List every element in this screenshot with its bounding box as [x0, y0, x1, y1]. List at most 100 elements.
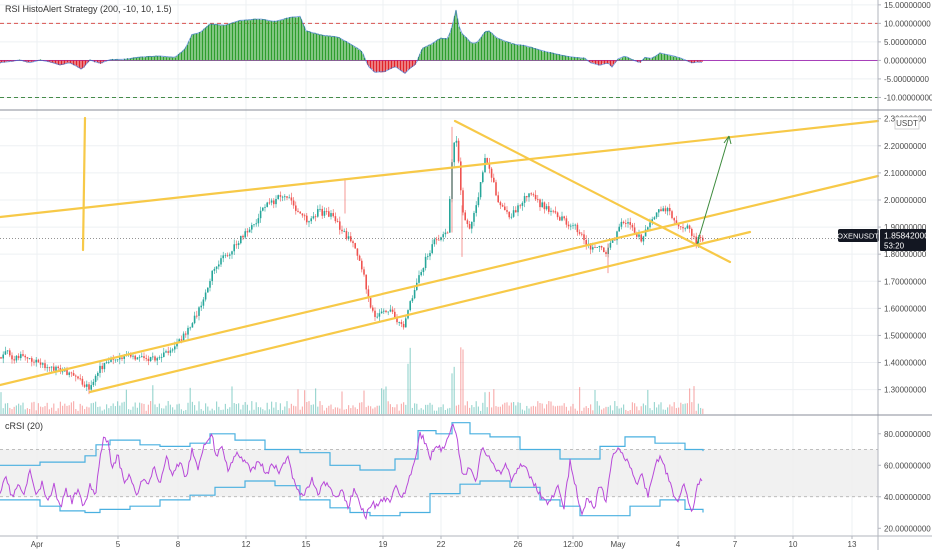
candle-body — [517, 205, 519, 213]
candle-body — [251, 225, 253, 230]
top-axis-label: -10.00000000 — [884, 93, 932, 102]
candle-body — [13, 359, 15, 361]
candle-body — [666, 207, 669, 212]
volume-bar — [4, 403, 6, 414]
volume-bar — [242, 404, 244, 414]
time-axis-label: 10 — [789, 540, 798, 549]
volume-bar — [238, 403, 240, 414]
volume-bar — [583, 407, 585, 414]
volume-bar — [139, 402, 141, 414]
candle-body — [589, 243, 592, 250]
candle-body — [675, 220, 678, 225]
volume-bar — [576, 410, 578, 414]
candle-body — [165, 351, 167, 353]
candle-body — [378, 313, 381, 317]
candle-body — [592, 247, 594, 250]
candle-body — [244, 231, 246, 238]
volume-bar — [156, 407, 158, 414]
volume-bar — [262, 409, 264, 414]
volume-bar — [519, 402, 521, 414]
candle-body — [385, 310, 387, 312]
volume-bar — [607, 406, 609, 414]
candle-body — [286, 196, 288, 198]
candle-body — [196, 315, 198, 317]
volume-bar — [249, 410, 251, 414]
volume-bar — [548, 401, 550, 414]
volume-bar — [620, 407, 622, 414]
candle-body — [647, 227, 649, 230]
candle-body — [649, 222, 651, 228]
candle-body — [119, 357, 121, 360]
volume-bar — [92, 402, 94, 414]
volume-bar — [308, 401, 310, 414]
volume-bar — [79, 403, 81, 414]
candle-body — [616, 231, 618, 241]
volume-bar — [638, 410, 640, 414]
volume-bar — [594, 389, 596, 414]
volume-bar — [574, 408, 576, 414]
time-axis-label: May — [610, 540, 625, 549]
candle-body — [372, 307, 374, 311]
volume-bar — [44, 406, 46, 414]
trendline[interactable] — [0, 119, 880, 219]
candle-body — [204, 292, 207, 300]
volume-bar — [189, 387, 191, 414]
candle-body — [134, 355, 136, 360]
candle-body — [314, 216, 317, 218]
candle-body — [354, 243, 356, 249]
trendline[interactable] — [453, 119, 732, 264]
volume-bar — [365, 407, 367, 414]
volume-bar — [532, 405, 534, 414]
crsi-reference-band — [0, 449, 878, 497]
volume-bar — [321, 405, 323, 414]
volume-bar — [185, 409, 187, 414]
volume-bar — [609, 405, 611, 414]
trendline-drawings[interactable] — [0, 116, 880, 394]
volume-bars — [0, 347, 704, 414]
volume-bar — [326, 407, 328, 414]
candle-body — [17, 355, 20, 359]
rsi-histoalert-pane[interactable]: RSI HistoAlert Strategy (200, -10, 10, 1… — [0, 1, 932, 103]
candle-body — [468, 223, 471, 229]
volume-bar — [510, 402, 512, 414]
price-pane[interactable]: 2.300000002.200000002.100000002.00000000… — [0, 115, 929, 414]
candle-body — [163, 352, 165, 357]
trendline[interactable] — [88, 230, 752, 394]
volume-bar — [438, 407, 440, 414]
projection-arrow[interactable] — [696, 135, 730, 245]
candle-body — [284, 196, 286, 198]
candle-body — [275, 199, 277, 205]
candle-body — [35, 359, 37, 363]
volume-bar — [466, 401, 468, 414]
volume-bar — [634, 403, 636, 414]
candle-body — [46, 367, 48, 369]
volume-bar — [673, 402, 675, 414]
volume-bar — [312, 404, 314, 414]
volume-bar — [183, 410, 185, 414]
volume-bar — [145, 410, 147, 414]
candle-body — [200, 305, 202, 308]
histogram-bars — [0, 10, 703, 74]
trendline[interactable] — [81, 116, 87, 252]
candle-body — [262, 207, 264, 211]
candle-body — [339, 221, 341, 230]
volume-bar — [158, 403, 160, 414]
time-axis[interactable]: Apr 5 8 12 15 19 22 26 12:00 May 4 7 10 13 — [31, 536, 857, 549]
volume-bar — [40, 406, 42, 414]
volume-bar — [680, 402, 682, 414]
trendline[interactable] — [0, 174, 880, 387]
candle-body — [345, 230, 348, 239]
candle-body — [400, 322, 403, 324]
volume-bar — [356, 408, 358, 414]
volume-bar — [486, 407, 488, 414]
volume-bar — [451, 373, 453, 414]
candle-body — [504, 206, 506, 211]
candle-body — [394, 311, 396, 319]
crsi-pane[interactable]: cRSI (20) 80.00000000 60.00000000 40.00000… — [0, 421, 931, 533]
volume-bar — [473, 407, 475, 414]
volume-bar — [31, 402, 33, 414]
volume-bar — [279, 403, 281, 414]
volume-bar — [55, 410, 57, 414]
